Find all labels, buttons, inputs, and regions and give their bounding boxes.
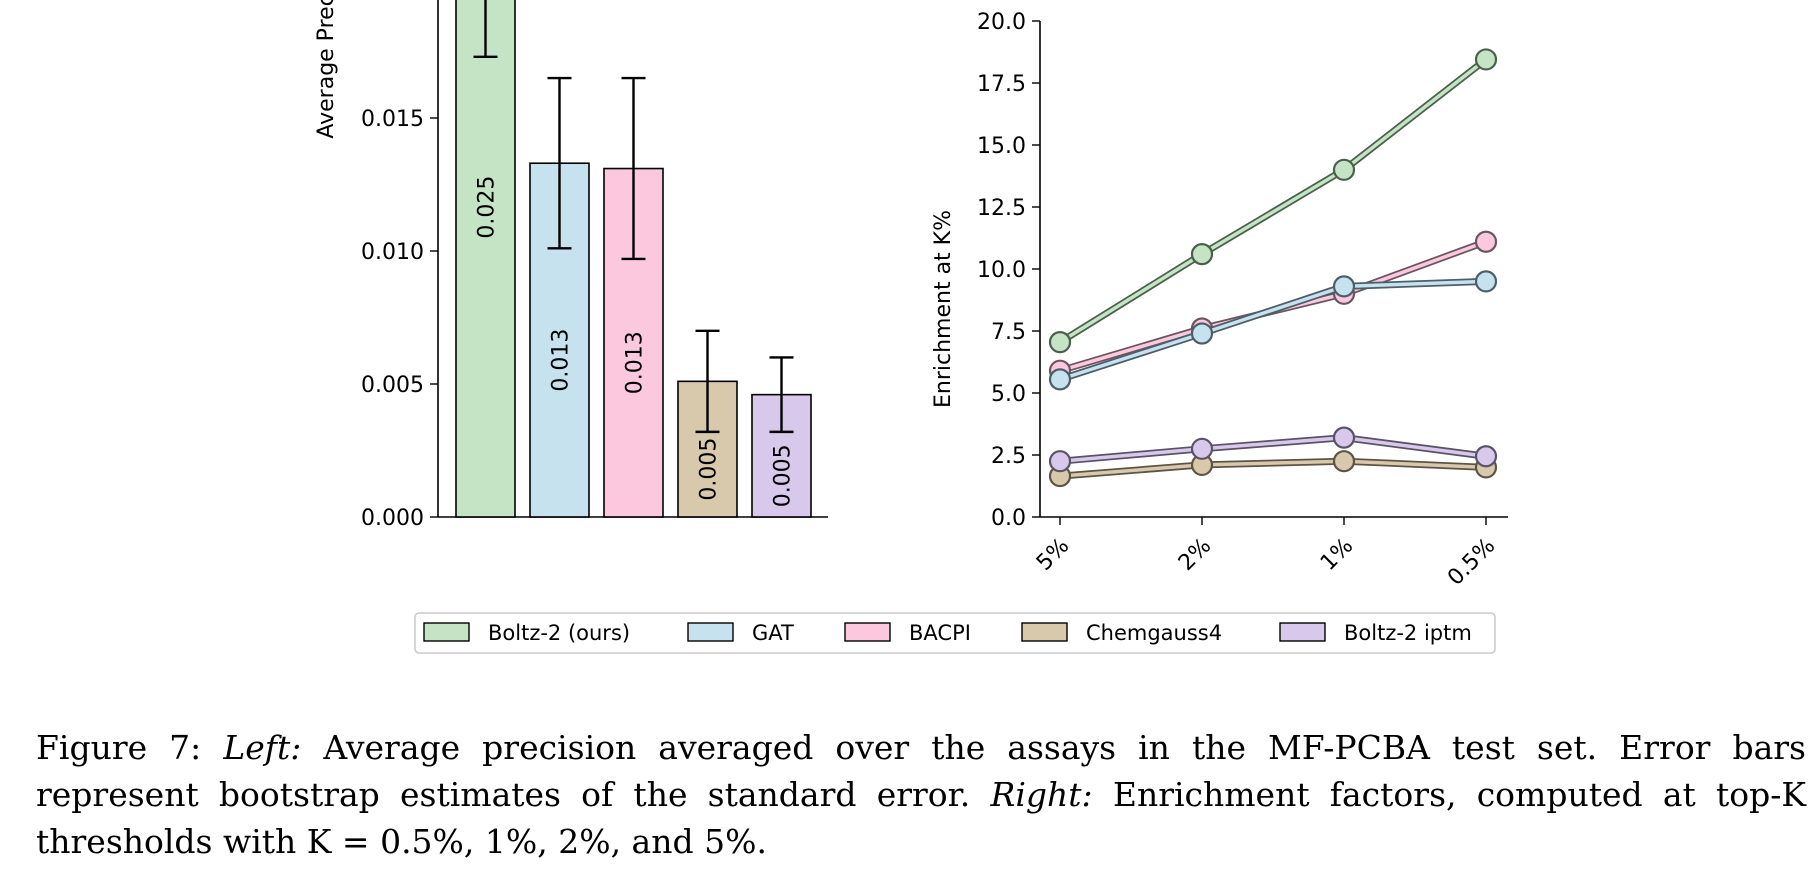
series-point: [1474, 48, 1498, 71]
legend-frame: [414, 612, 1496, 654]
series-point: [1332, 426, 1356, 449]
x-tick-label: 1%: [1316, 534, 1358, 576]
series-point: [1048, 368, 1072, 391]
caption-right-label: Right:: [990, 775, 1093, 814]
bar-value-label: 0.025: [475, 176, 500, 239]
series-point: [1332, 450, 1356, 473]
legend-swatch: [1021, 622, 1068, 642]
series-point: [1190, 243, 1214, 266]
legend-swatch: [687, 622, 734, 642]
legend-label: Boltz-2 (ours): [488, 621, 630, 645]
bar: [455, 0, 516, 518]
bar-chart-average-precision: 0.0000.0050.0100.0150.0200.0250.0300.035…: [314, 0, 828, 531]
legend-label: GAT: [752, 621, 794, 645]
legend: Boltz-2 (ours) GAT BACPI Chemgauss4 Boltz-2 …: [414, 612, 1496, 654]
bar-value-label: 0.005: [697, 438, 722, 501]
y-tick-label: 12.5: [977, 196, 1026, 221]
legend-label: BACPI: [909, 621, 971, 645]
figure-caption: Figure 7: Left: Average precision averag…: [36, 724, 1806, 865]
y-tick-label: 0.005: [361, 373, 424, 398]
series-point: [1474, 445, 1498, 468]
line-chart-enrichment: 0.0 2.5 5.0 7.5 10.0 12.5 15.0 17.5 20.0 5% 2% 1% 0.…: [931, 10, 1508, 591]
series-point: [1332, 275, 1356, 298]
y-tick-label: 20.0: [977, 10, 1026, 35]
series-line: [1059, 58, 1488, 344]
series-line: [1059, 279, 1487, 382]
legend-swatch: [423, 622, 470, 642]
x-tick-label: 2%: [1174, 534, 1216, 576]
x-tick-label: 5%: [1032, 534, 1074, 576]
legend-swatch: [1279, 622, 1326, 642]
caption-left-label: Left:: [223, 728, 302, 767]
y-tick-label: 5.0: [991, 382, 1026, 407]
bar-value-label: 0.005: [771, 444, 796, 507]
caption-right-text: Enrichment factors, computed at top-K th…: [36, 775, 1807, 861]
x-tick-label: 0.5%: [1443, 534, 1500, 591]
series-point: [1474, 230, 1498, 253]
series-line-outline: [1058, 277, 1487, 383]
y-tick-label: 7.5: [991, 320, 1026, 345]
bar-value-label: 0.013: [623, 331, 648, 394]
y-tick-label: 17.5: [977, 72, 1026, 97]
legend-label: Boltz-2 iptm: [1344, 621, 1472, 645]
legend-label: Chemgauss4: [1086, 621, 1222, 645]
series-point: [1474, 270, 1498, 293]
figure: 0.0000.0050.0100.0150.0200.0250.0300.035…: [314, 0, 1508, 654]
bar: [677, 380, 738, 518]
bar-value-label: 0.013: [549, 329, 574, 392]
series-point: [1332, 158, 1356, 181]
y-axis-label: Average Precision: [314, 0, 339, 139]
y-tick-label: 15.0: [977, 134, 1026, 159]
series-line: [1059, 459, 1487, 478]
series-line-outline: [1058, 56, 1489, 346]
y-tick-label: 0.015: [361, 107, 424, 132]
legend-swatch: [844, 622, 891, 642]
series-line: [1059, 435, 1487, 463]
series-point: [1190, 322, 1214, 345]
y-tick-label: 0.010: [361, 240, 424, 265]
series-point: [1048, 450, 1072, 473]
y-tick-label: 10.0: [977, 258, 1026, 283]
series-point: [1048, 331, 1072, 354]
caption-prefix: Figure 7:: [36, 728, 202, 767]
y-tick-label: 0.000: [361, 506, 424, 531]
caption-left-text: Average precision averaged over the assa…: [36, 728, 1806, 814]
y-tick-label: 2.5: [991, 444, 1026, 469]
series-point: [1190, 437, 1214, 460]
y-tick-label: 0.0: [991, 506, 1026, 531]
y-axis-label: Enrichment at K%: [931, 210, 956, 408]
